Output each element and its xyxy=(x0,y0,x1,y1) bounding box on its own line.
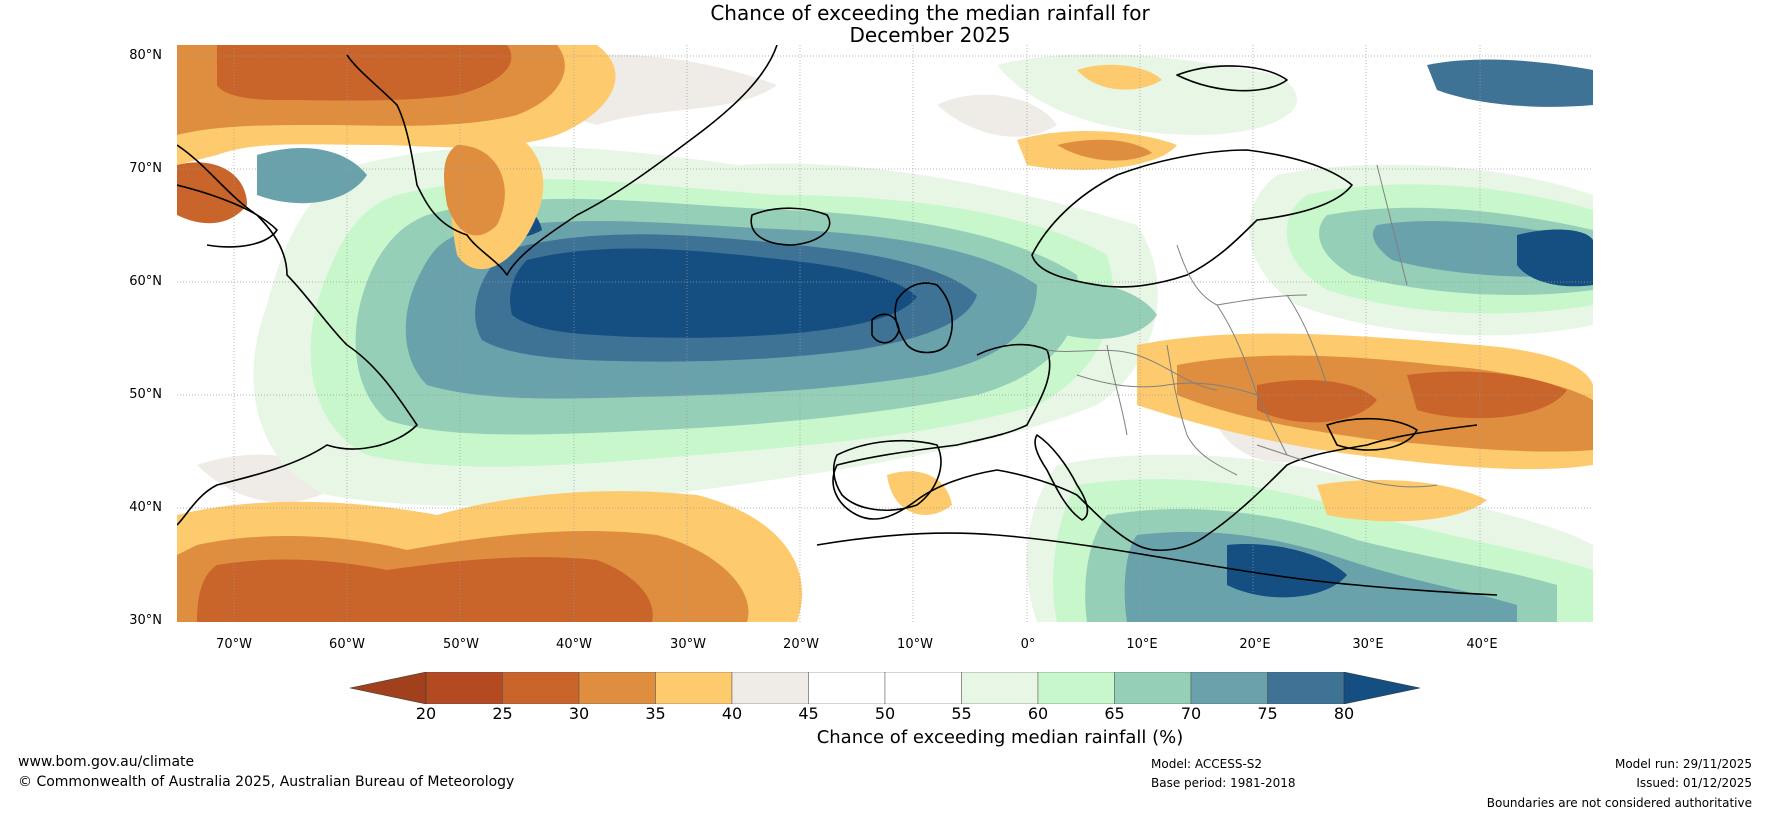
north-africa-coast xyxy=(816,532,1498,596)
uk-coast xyxy=(894,282,953,354)
greenland-coast xyxy=(346,45,778,276)
europe-mainland-coast xyxy=(832,343,1478,551)
forecast-map xyxy=(177,45,1593,622)
dark-blue-region xyxy=(475,59,1593,598)
lon-label-60w: 60°W xyxy=(329,637,365,652)
colorbar-bin xyxy=(425,672,503,704)
colorbar-bin xyxy=(808,672,886,704)
colorbar-bin xyxy=(1190,672,1268,704)
colorbar-label: Chance of exceeding median rainfall (%) xyxy=(816,727,1184,748)
colorbar-bin xyxy=(655,672,733,704)
iberia-coast xyxy=(832,439,942,511)
colorbar-tick-label: 60 xyxy=(1027,704,1049,723)
colorbar xyxy=(350,672,1420,704)
colorbar-bin xyxy=(1037,672,1115,704)
lon-label-50w: 50°W xyxy=(443,637,479,652)
map-title-line2: December 2025 xyxy=(849,23,1011,47)
colorbar-bin xyxy=(578,672,656,704)
boundaries-disclaimer: Boundaries are not considered authoritat… xyxy=(1486,796,1752,810)
colorbar-tick-label: 50 xyxy=(874,704,896,723)
colorbar-bin xyxy=(502,672,580,704)
lon-label-30e: 30°E xyxy=(1352,637,1384,652)
colorbar-tick-label: 65 xyxy=(1104,704,1125,723)
colorbar-tick-label: 25 xyxy=(492,704,513,723)
lat-label-70n: 70°N xyxy=(129,161,162,176)
colorbar-bin xyxy=(731,672,809,704)
lon-label-10e: 10°E xyxy=(1126,637,1158,652)
arctic-islands xyxy=(1176,65,1288,92)
lon-label-0: 0° xyxy=(1020,637,1036,652)
colorbar-tick-label: 80 xyxy=(1333,704,1355,723)
copyright-text: © Commonwealth of Australia 2025, Austra… xyxy=(18,774,515,790)
iceland-coast xyxy=(750,207,831,246)
colorbar-tick-label: 45 xyxy=(798,704,819,723)
map-title-line1: Chance of exceeding the median rainfall … xyxy=(710,1,1150,25)
ireland-coast xyxy=(871,313,900,344)
lat-label-40n: 40°N xyxy=(129,500,162,515)
scandinavia-coast xyxy=(1031,149,1353,288)
lon-label-30w: 30°W xyxy=(670,637,706,652)
lon-label-70w: 70°W xyxy=(216,637,252,652)
colorbar-under-arrow xyxy=(350,672,427,704)
lat-label-80n: 80°N xyxy=(129,48,162,63)
model-name: Model: ACCESS-S2 xyxy=(1151,757,1263,771)
issued-date: Issued: 01/12/2025 xyxy=(1636,776,1752,790)
lat-label-60n: 60°N xyxy=(129,274,162,289)
lon-label-10w: 10°W xyxy=(897,637,933,652)
lon-label-40e: 40°E xyxy=(1466,637,1498,652)
colorbar-tick-label: 55 xyxy=(951,704,972,723)
model-run-date: Model run: 29/11/2025 xyxy=(1614,757,1752,771)
lon-label-20w: 20°W xyxy=(783,637,819,652)
colorbar-bin xyxy=(1114,672,1192,704)
country-borders xyxy=(1046,164,1438,488)
lat-label-30n: 30°N xyxy=(129,613,162,628)
colorbar-tick-label: 35 xyxy=(645,704,666,723)
black-sea-coast xyxy=(1326,417,1418,451)
colorbar-over-arrow xyxy=(1343,672,1420,704)
lat-label-50n: 50°N xyxy=(129,387,162,402)
colorbar-bin xyxy=(1267,672,1345,704)
graticule xyxy=(177,45,1593,622)
dry-region-brown xyxy=(177,45,1567,622)
colorbar-tick-label: 75 xyxy=(1257,704,1278,723)
colorbar-tick-label: 70 xyxy=(1180,704,1202,723)
coastlines xyxy=(177,45,1498,596)
colorbar-bin xyxy=(961,672,1039,704)
colorbar-tick-label: 30 xyxy=(568,704,590,723)
website-link[interactable]: www.bom.gov.au/climate xyxy=(18,754,195,770)
colorbar-tick-label: 40 xyxy=(721,704,743,723)
italy-coast xyxy=(1034,434,1089,521)
lon-label-40w: 40°W xyxy=(556,637,592,652)
base-period: Base period: 1981-2018 xyxy=(1151,776,1296,790)
canada-islands xyxy=(177,184,278,248)
lon-label-20e: 20°E xyxy=(1239,637,1271,652)
colorbar-tick-label: 20 xyxy=(415,704,437,723)
colorbar-bin xyxy=(884,672,962,704)
